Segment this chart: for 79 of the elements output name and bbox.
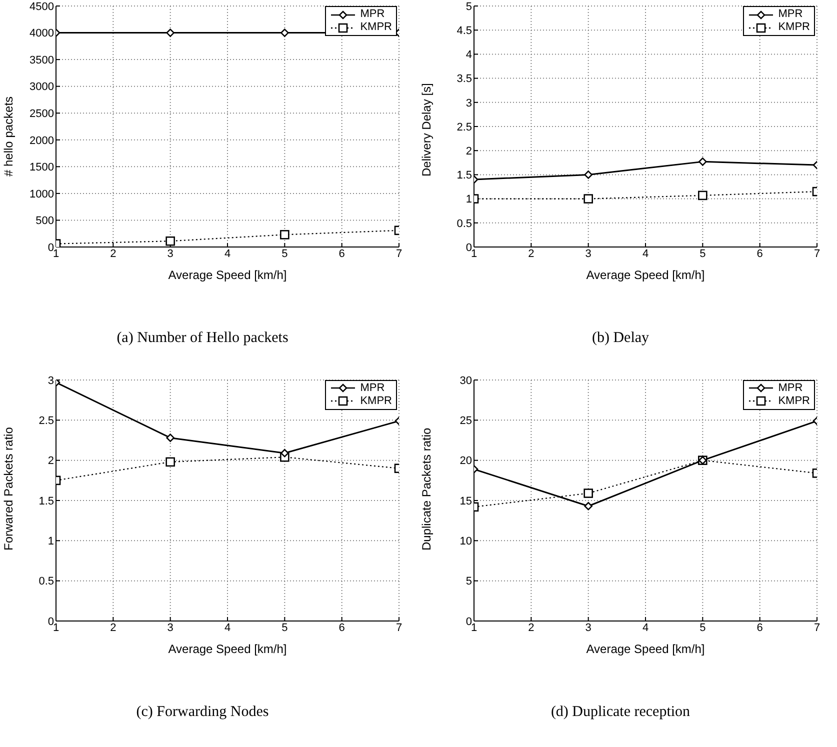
legend-label: KMPR xyxy=(778,394,810,408)
x-tick-label: 3 xyxy=(585,621,592,634)
x-tick-label: 3 xyxy=(585,248,592,260)
text: (c) Forwarding Nodes xyxy=(135,704,270,720)
y-tick-label: 0.5 xyxy=(456,218,472,230)
x-tick-label: 2 xyxy=(110,248,116,260)
y-tick-label: 15 xyxy=(460,494,472,507)
legend-label: KMPR xyxy=(778,21,810,34)
y-tick-label: 2500 xyxy=(30,108,54,120)
legend-label: MPR xyxy=(360,8,385,21)
x-tick-label: 5 xyxy=(282,248,288,260)
x-tick-label: 6 xyxy=(756,621,763,634)
y-tick-label: 4500 xyxy=(30,0,54,13)
y-tick-label: 500 xyxy=(36,215,54,228)
y-tick-label: 3500 xyxy=(30,54,54,66)
y-tick-label: 2 xyxy=(48,454,54,467)
y-tick-label: 25 xyxy=(460,414,472,427)
x-tick-label: 2 xyxy=(528,621,534,634)
y-tick-label: 3 xyxy=(466,97,472,110)
y-tick-label: 0 xyxy=(466,615,472,628)
x-tick-label: 7 xyxy=(396,621,402,634)
y-tick-label: 2.5 xyxy=(456,121,472,134)
y-tick-label: 1 xyxy=(466,194,472,206)
x-axis-title: Average Speed [km/h] xyxy=(168,642,287,656)
y-axis-title: Delivery Delay [s] xyxy=(419,83,434,176)
legend-label: MPR xyxy=(778,382,803,394)
x-tick-label: 5 xyxy=(282,621,288,634)
y-tick-label: 3 xyxy=(48,374,54,386)
x-axis-title: Average Speed [km/h] xyxy=(168,268,287,282)
legend-label: MPR xyxy=(360,382,385,394)
x-tick-label: 2 xyxy=(528,248,534,260)
text: (b) Delay xyxy=(590,330,650,347)
y-tick-label: 2.5 xyxy=(38,414,54,427)
y-tick-label: 3.5 xyxy=(456,73,472,86)
y-tick-label: 4 xyxy=(466,49,472,62)
y-tick-label: 0.5 xyxy=(38,575,54,588)
x-tick-label: 3 xyxy=(167,248,174,260)
x-tick-label: 6 xyxy=(338,621,345,634)
x-tick-label: 3 xyxy=(167,621,174,634)
y-tick-label: 2 xyxy=(466,146,472,158)
x-axis-title: Average Speed [km/h] xyxy=(586,268,705,282)
x-tick-label: 5 xyxy=(700,621,706,634)
x-tick-label: 4 xyxy=(224,248,231,260)
y-tick-label: 10 xyxy=(460,535,472,548)
y-tick-label: 1500 xyxy=(30,162,54,174)
y-tick-label: 0 xyxy=(466,242,472,254)
y-tick-label: 3000 xyxy=(30,81,54,94)
y-tick-label: 1.5 xyxy=(456,170,472,182)
legend-label: KMPR xyxy=(360,394,392,408)
x-tick-label: 4 xyxy=(642,621,649,634)
x-axis-title: Average Speed [km/h] xyxy=(586,642,705,656)
x-tick-label: 2 xyxy=(110,621,116,634)
x-tick-label: 6 xyxy=(756,248,763,260)
x-tick-label: 4 xyxy=(642,248,649,260)
x-tick-label: 7 xyxy=(396,248,402,260)
x-tick-label: 5 xyxy=(700,248,706,260)
y-tick-label: 5 xyxy=(466,0,472,13)
y-tick-label: 5 xyxy=(466,575,472,588)
y-tick-label: 0 xyxy=(48,615,54,628)
y-tick-label: 1000 xyxy=(30,188,54,200)
legend-label: MPR xyxy=(778,8,803,21)
y-tick-label: 4000 xyxy=(30,28,54,40)
y-tick-label: 1.5 xyxy=(38,494,54,507)
x-tick-label: 7 xyxy=(814,248,820,260)
x-tick-label: 4 xyxy=(224,621,231,634)
x-tick-label: 6 xyxy=(338,248,345,260)
y-axis-title: # hello packets xyxy=(1,96,16,176)
y-axis-title: Forwared Packets ratio xyxy=(1,426,16,550)
text: (a) Number of Hello packets xyxy=(116,330,290,347)
legend-label: KMPR xyxy=(360,21,392,34)
text: (d) Duplicate reception xyxy=(550,704,692,720)
y-tick-label: 20 xyxy=(460,454,472,467)
y-tick-label: 4.5 xyxy=(456,25,472,38)
y-tick-label: 2000 xyxy=(30,134,54,147)
y-tick-label: 0 xyxy=(48,242,54,254)
y-axis-title: Duplicate Packets ratio xyxy=(419,426,434,550)
x-tick-label: 7 xyxy=(814,621,820,634)
y-tick-label: 30 xyxy=(460,374,472,386)
y-tick-label: 1 xyxy=(48,535,54,548)
